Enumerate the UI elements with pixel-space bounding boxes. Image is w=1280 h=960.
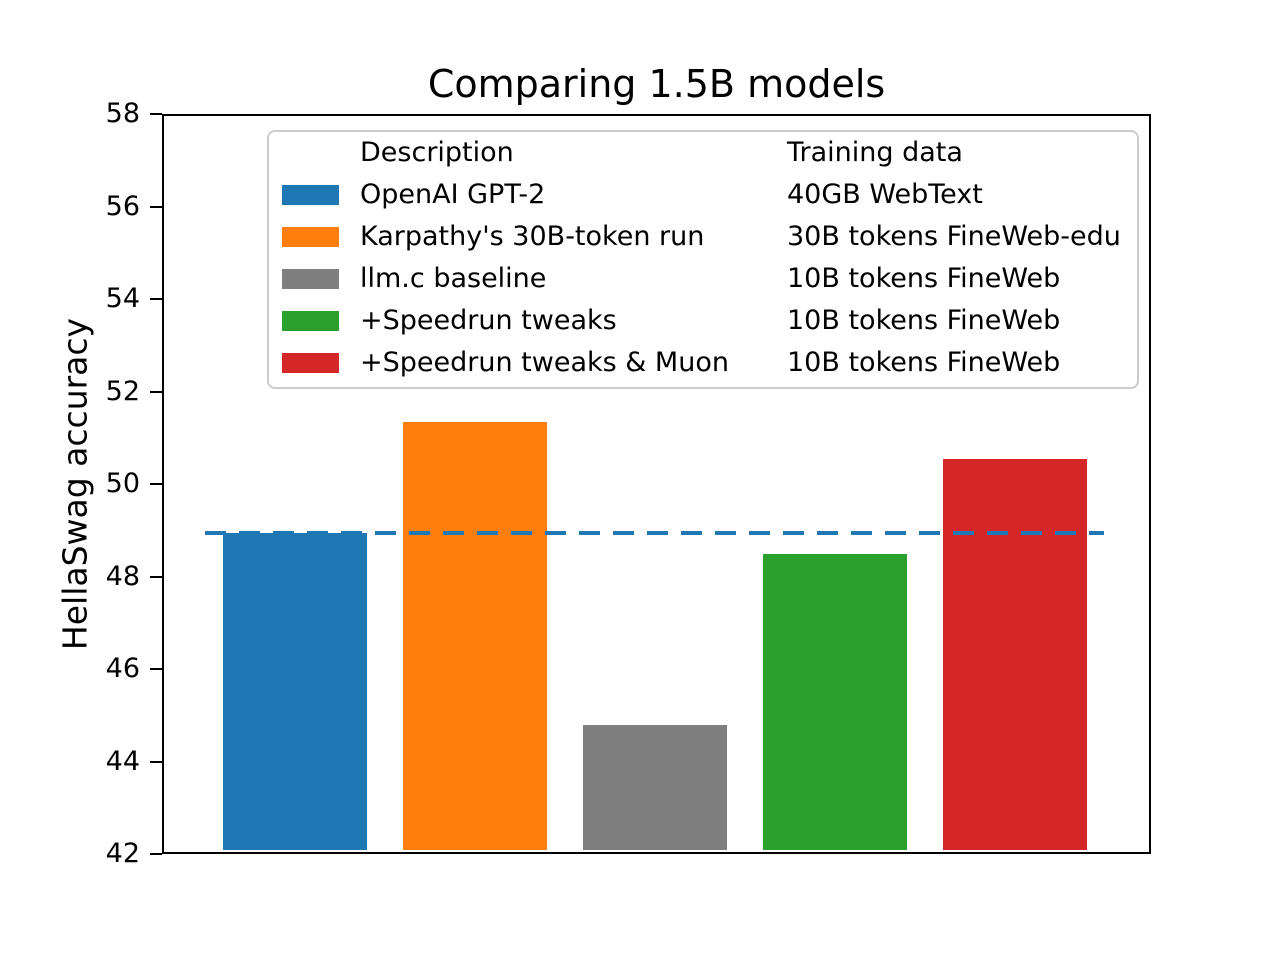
y-tick-label: 56 [105,190,140,222]
legend-entry-description: llm.c baseline [360,263,547,294]
y-tick-mark [150,390,162,393]
y-tick-mark [150,113,162,115]
y-tick-label: 54 [105,283,140,314]
bar-0 [223,532,367,850]
legend: Description Training data OpenAI GPT-2 4… [267,130,1139,389]
legend-entry: Karpathy's 30B-token run 30B tokens Fine… [269,216,1137,258]
y-tick-label: 42 [105,838,140,869]
legend-entry-description: OpenAI GPT-2 [360,179,546,210]
legend-header-row: Description Training data [269,132,1137,174]
legend-header-training-data: Training data [787,137,963,168]
y-tick-mark [150,298,162,300]
y-tick-mark [150,760,162,763]
y-tick-label: 48 [105,560,140,592]
legend-entry-training-data: 30B tokens FineWeb-edu [787,221,1121,252]
bar-4 [943,458,1087,850]
y-tick-mark [150,483,162,485]
y-tick-label: 52 [105,375,140,407]
legend-entry: llm.c baseline 10B tokens FineWeb [269,258,1137,300]
y-tick-mark [150,668,162,670]
y-tick-label: 50 [105,468,140,499]
y-tick-mark [150,575,162,578]
legend-entry-training-data: 10B tokens FineWeb [787,305,1061,336]
chart-title: Comparing 1.5B models [427,62,886,106]
legend-swatch [282,185,339,205]
legend-swatch [282,311,339,331]
legend-entry-training-data: 10B tokens FineWeb [787,347,1061,378]
legend-swatch [282,353,339,373]
legend-swatch [282,227,339,247]
legend-entry-description: +Speedrun tweaks [360,305,617,336]
legend-entry-training-data: 40GB WebText [787,179,983,210]
legend-swatch [282,269,339,289]
y-tick-mark [150,205,162,208]
y-tick-label: 58 [105,98,140,129]
legend-header-description: Description [360,137,514,168]
reference-line [205,531,1104,536]
bar-2 [583,724,727,850]
y-tick-label: 44 [105,745,140,777]
legend-entry: OpenAI GPT-2 40GB WebText [269,174,1137,216]
legend-entry-training-data: 10B tokens FineWeb [787,263,1061,294]
bar-3 [763,553,907,850]
bar-1 [403,421,547,850]
y-tick-label: 46 [105,653,140,684]
legend-entry-description: Karpathy's 30B-token run [360,221,705,252]
legend-entry-description: +Speedrun tweaks & Muon [360,347,729,378]
legend-entry: +Speedrun tweaks 10B tokens FineWeb [269,300,1137,342]
legend-entry: +Speedrun tweaks & Muon 10B tokens FineW… [269,342,1137,384]
y-tick-mark [150,853,162,855]
